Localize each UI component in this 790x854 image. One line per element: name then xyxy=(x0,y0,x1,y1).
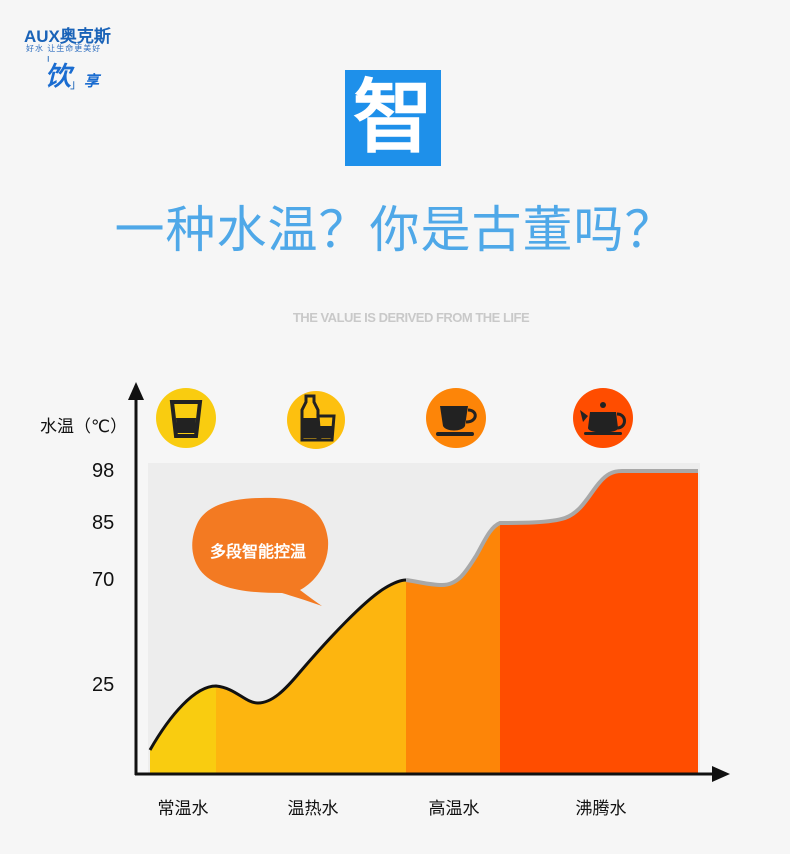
zhi-char-box: 智 xyxy=(345,70,441,166)
y-tick-25: 25 xyxy=(92,674,115,696)
svg-text:「: 「 xyxy=(40,56,52,67)
brand-logo: AUX奥克斯 xyxy=(24,27,111,46)
y-tick-70: 70 xyxy=(92,569,115,591)
svg-text:」: 」 xyxy=(70,77,82,91)
zone-1-area xyxy=(150,686,216,774)
x-label-hot: 高温水 xyxy=(428,799,480,818)
y-axis-arrow xyxy=(128,382,144,400)
x-axis-arrow xyxy=(712,766,730,782)
headline: 一种水温？你是古董吗？ xyxy=(114,202,676,258)
zone-4-area xyxy=(500,471,698,774)
teapot-icon xyxy=(573,388,633,448)
bottle-glass-icon xyxy=(287,391,345,449)
x-label-boiling: 沸腾水 xyxy=(575,799,627,818)
y-axis-title: 水温（℃） xyxy=(40,417,128,436)
annotation-bubble xyxy=(192,497,329,606)
annotation-text: 多段智能控温 xyxy=(210,542,306,561)
x-label-room-temp: 常温水 xyxy=(157,799,209,818)
zone-2-area xyxy=(216,580,406,774)
curve-line xyxy=(148,578,407,751)
x-label-warm: 温热水 xyxy=(287,799,339,818)
brand-slogan: 好水 让生命更美好 xyxy=(26,44,102,53)
y-tick-98: 98 xyxy=(92,460,115,482)
brand-yin-xiang: 「 饮 」 享 xyxy=(40,53,120,92)
cup-icon xyxy=(156,388,216,448)
coffee-cup-icon xyxy=(426,388,486,448)
tagline: THE VALUE IS DERIVED FROM THE LIFE xyxy=(292,310,530,325)
curve-highlight xyxy=(405,469,698,588)
yin-text: 饮 xyxy=(45,62,75,92)
y-tick-85: 85 xyxy=(92,512,115,534)
xiang-text: 享 xyxy=(84,72,102,90)
